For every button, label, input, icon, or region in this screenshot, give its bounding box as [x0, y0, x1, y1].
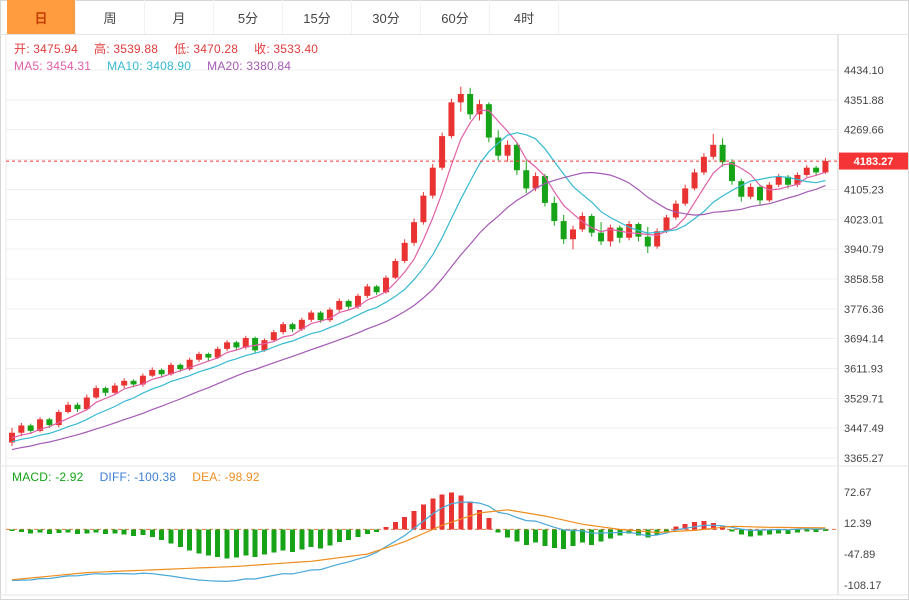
macd-dea-line — [11, 509, 826, 581]
macd-axis-label: 12.39 — [844, 518, 872, 530]
info-ma20: MA20: 3380.84 — [207, 59, 292, 73]
ma-info-row: MA5: 3454.31 MA10: 3408.90 MA20: 3380.84 — [14, 59, 307, 73]
price-axis-label: 4434.10 — [844, 65, 884, 77]
info-dea: DEA: -98.92 — [192, 470, 260, 484]
tab-week[interactable]: 周 — [76, 0, 145, 34]
macd-axis-label: -47.89 — [844, 549, 875, 561]
macd-axis-label: 72.67 — [844, 487, 872, 499]
price-axis-label: 3365.27 — [844, 453, 884, 465]
tab-5min[interactable]: 5分 — [214, 0, 283, 34]
macd-diff-line — [11, 501, 826, 583]
current-price-tag: 4183.27 — [839, 152, 908, 170]
price-axis-label: 3447.49 — [844, 423, 884, 435]
tab-15min[interactable]: 15分 — [283, 0, 352, 34]
candles — [9, 86, 829, 447]
info-ma5: MA5: 3454.31 — [14, 59, 92, 73]
price-axis-label: 3858.58 — [844, 274, 884, 286]
macd-info-row: MACD: -2.92 DIFF: -100.38 DEA: -98.92 — [12, 470, 276, 484]
ohlc-info-row: 开: 3475.94 高: 3539.88 低: 3470.28 收: 3533.40 — [14, 40, 334, 57]
price-axis-label: 4105.23 — [844, 184, 884, 196]
info-ma10: MA10: 3408.90 — [107, 59, 192, 73]
timeframe-tabbar: 日周月 5分 15分 30分 60分 4时 — [0, 0, 909, 35]
price-axis-label: 3940.79 — [844, 244, 884, 256]
price-axis-label: 4351.88 — [844, 95, 884, 107]
info-low: 低: 3470.28 — [174, 42, 239, 56]
tab-60min[interactable]: 60分 — [421, 0, 490, 34]
price-axis-label: 4023.01 — [844, 214, 884, 226]
macd-histogram — [9, 492, 828, 559]
macd-axis-label: -108.17 — [844, 580, 881, 592]
price-axis-label: 3776.36 — [844, 304, 884, 316]
svg-text:4183.27: 4183.27 — [854, 156, 894, 168]
price-axis-label: 3529.71 — [844, 393, 884, 405]
ma10-line — [11, 132, 826, 443]
price-axis-label: 3694.14 — [844, 334, 884, 346]
info-high: 高: 3539.88 — [94, 42, 159, 56]
info-diff: DIFF: -100.38 — [99, 470, 177, 484]
info-open: 开: 3475.94 — [14, 42, 79, 56]
tab-month[interactable]: 月 — [145, 0, 214, 34]
info-close: 收: 3533.40 — [254, 42, 319, 56]
tab-30min[interactable]: 30分 — [352, 0, 421, 34]
price-axis-label: 3611.93 — [844, 364, 883, 376]
tab-day[interactable]: 日 — [7, 0, 76, 34]
info-macd: MACD: -2.92 — [12, 470, 84, 484]
price-axis-label: 4269.66 — [844, 125, 884, 137]
tab-4hour[interactable]: 4时 — [490, 0, 559, 34]
ma20-line — [11, 171, 826, 451]
ma5-line — [11, 109, 826, 439]
